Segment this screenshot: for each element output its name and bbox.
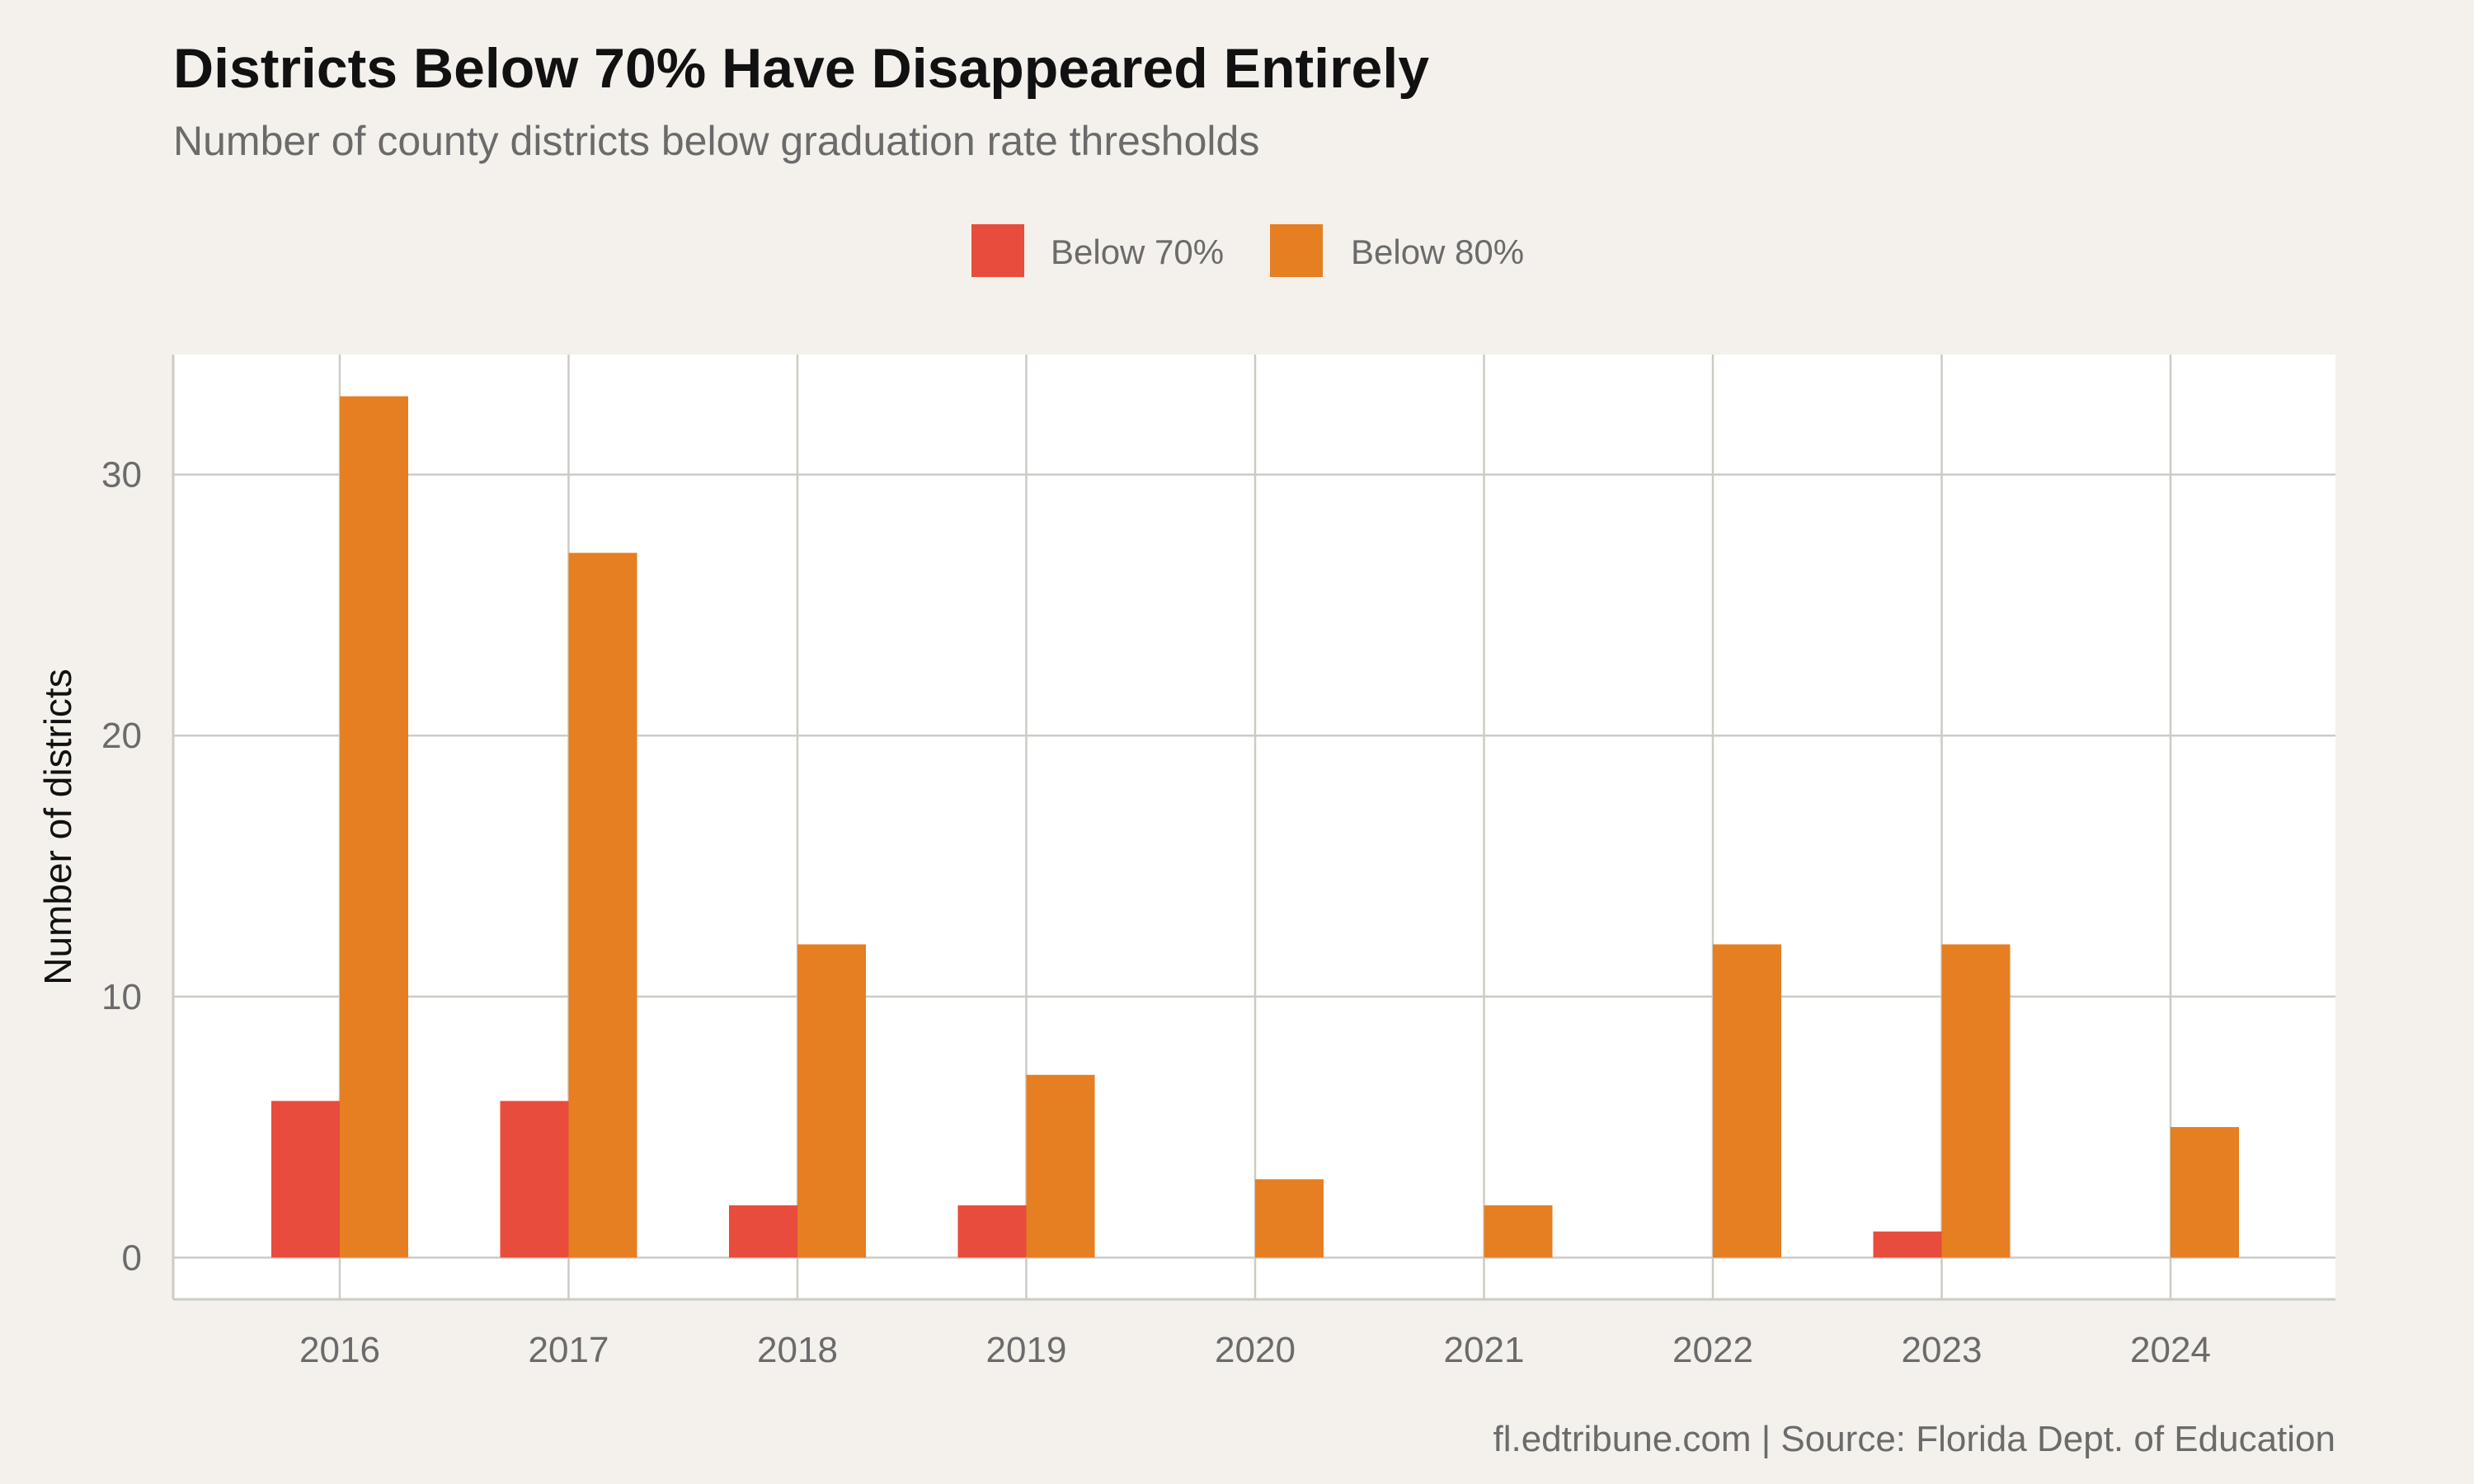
bar-below-80-2020 <box>1255 1179 1324 1258</box>
axes <box>172 355 2335 1301</box>
x-tick-label: 2020 <box>1215 1330 1296 1370</box>
chart-caption: fl.edtribune.com | Source: Florida Dept.… <box>1493 1419 2335 1459</box>
bar-below-80-2023 <box>1941 944 2011 1258</box>
legend: Below 70% Below 80% <box>971 224 1524 277</box>
y-tick-label: 30 <box>101 455 142 495</box>
bar-below-70-2017 <box>500 1101 569 1258</box>
y-tick-label: 0 <box>122 1237 142 1278</box>
x-tick-label: 2019 <box>986 1330 1067 1370</box>
legend-label-below-80: Below 80% <box>1351 232 1524 271</box>
legend-label-below-70: Below 70% <box>1051 232 1224 271</box>
bar-below-80-2024 <box>2171 1127 2239 1258</box>
legend-swatch-below-70 <box>971 224 1024 277</box>
bar-below-70-2019 <box>957 1205 1027 1258</box>
bar-below-70-2018 <box>729 1205 797 1258</box>
bar-below-80-2018 <box>797 944 866 1258</box>
x-tick-label: 2018 <box>757 1330 838 1370</box>
y-tick-label: 20 <box>101 716 142 756</box>
bar-below-80-2017 <box>568 552 637 1258</box>
chart-subtitle: Number of county districts below graduat… <box>173 118 1259 164</box>
x-tick-label: 2023 <box>1902 1330 1982 1370</box>
x-tick-label: 2017 <box>529 1330 609 1370</box>
bar-below-70-2016 <box>271 1101 340 1258</box>
legend-swatch-below-80 <box>1270 224 1323 277</box>
bar-below-80-2016 <box>340 396 408 1258</box>
bar-below-80-2022 <box>1713 944 1781 1258</box>
x-tick-label: 2024 <box>2130 1330 2211 1370</box>
bar-below-80-2021 <box>1484 1205 1553 1258</box>
x-tick-label: 2016 <box>299 1330 380 1370</box>
x-tick-label: 2021 <box>1444 1330 1525 1370</box>
bars <box>271 396 2239 1258</box>
bar-below-70-2023 <box>1873 1231 1942 1258</box>
tick-labels: 0 10 20 30 2016 2017 2018 2019 2020 2021 2022 2023 2… <box>101 455 2211 1370</box>
bar-below-80-2019 <box>1026 1074 1095 1258</box>
y-axis-title: Number of districts <box>36 669 79 984</box>
y-tick-label: 10 <box>101 977 142 1017</box>
x-tick-label: 2022 <box>1672 1330 1753 1370</box>
chart-title: Districts Below 70% Have Disappeared Ent… <box>173 37 1429 100</box>
